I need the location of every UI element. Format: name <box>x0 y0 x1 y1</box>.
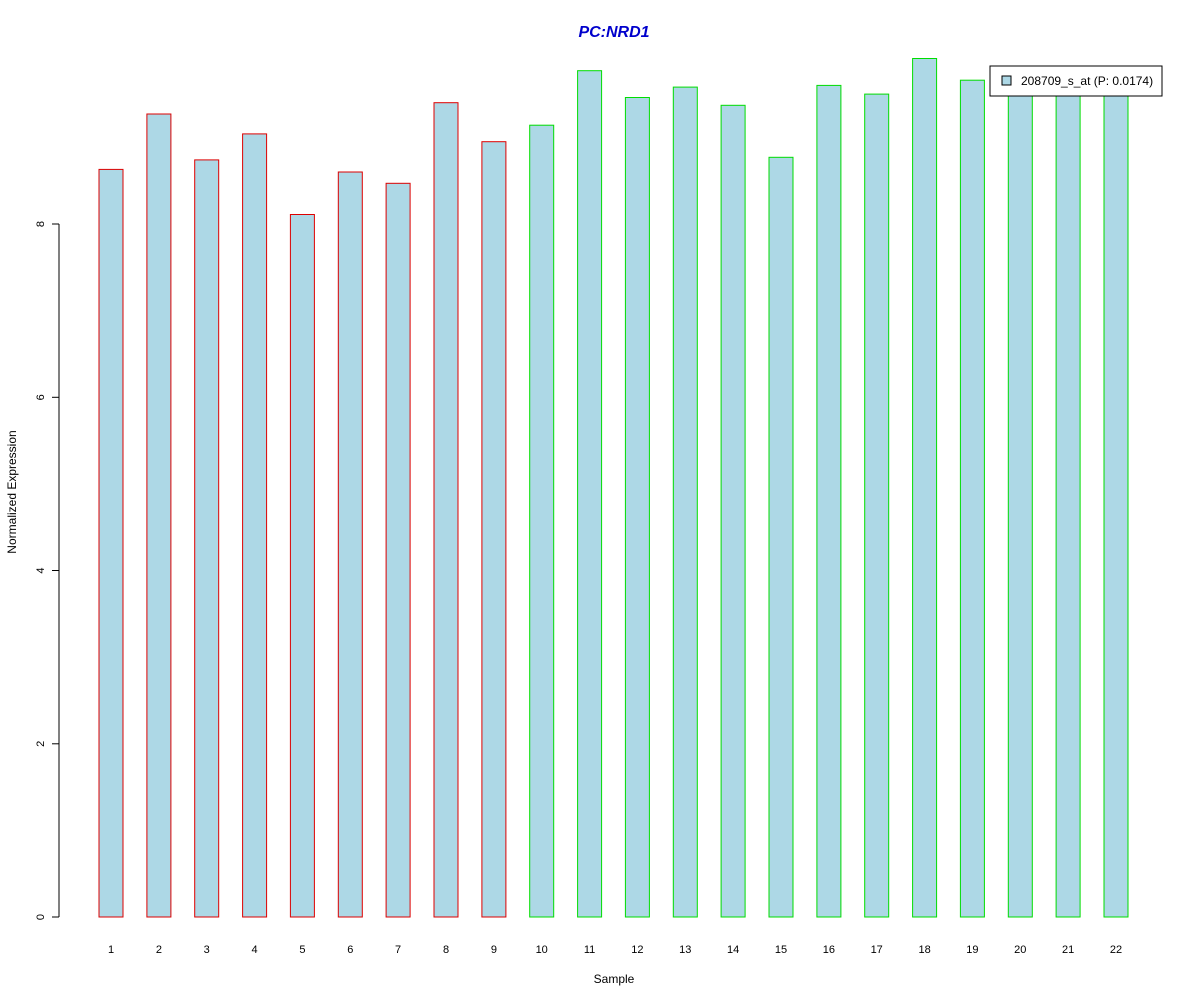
bar-sample-22 <box>1103 91 1129 918</box>
bar-sample-8 <box>433 102 459 918</box>
x-tick-label: 9 <box>491 944 497 956</box>
x-tick-label: 13 <box>679 944 691 956</box>
legend-box <box>989 65 1163 97</box>
x-tick-label: 22 <box>1110 944 1122 956</box>
legend-swatch <box>1001 75 1012 86</box>
x-tick-label: 21 <box>1062 944 1074 956</box>
x-tick-label: 5 <box>299 944 305 956</box>
y-tick-label: 6 <box>35 394 47 400</box>
x-tick-label: 20 <box>1014 944 1026 956</box>
bar-sample-19 <box>959 79 985 918</box>
y-tick-label: 8 <box>35 221 47 227</box>
x-tick-label: 16 <box>823 944 835 956</box>
x-tick-label: 6 <box>347 944 353 956</box>
bar-sample-21 <box>1055 95 1081 918</box>
legend: 208709_s_at (P: 0.0174) <box>989 65 1163 97</box>
bar-sample-9 <box>481 141 507 918</box>
bar-sample-10 <box>529 124 555 918</box>
x-tick-label: 8 <box>443 944 449 956</box>
bar-sample-2 <box>146 113 172 918</box>
bar-sample-4 <box>242 133 268 918</box>
x-tick-label: 2 <box>156 944 162 956</box>
x-axis-label: Sample <box>594 972 635 986</box>
x-tick-label: 1 <box>108 944 114 956</box>
x-tick-label: 19 <box>966 944 978 956</box>
x-tick-label: 17 <box>871 944 883 956</box>
x-tick-label: 3 <box>204 944 210 956</box>
x-tick-labels: 1 2 3 4 5 6 7 8 9 10 11 12 13 14 15 16 17 18 19 20 21 22 <box>108 944 1122 956</box>
y-axis-label: Normalized Expression <box>5 430 19 553</box>
bar-sample-11 <box>577 70 603 918</box>
x-tick-label: 11 <box>584 944 595 956</box>
bar-sample-1 <box>98 168 124 918</box>
y-tick-label: 0 <box>35 914 47 920</box>
x-tick-label: 12 <box>631 944 643 956</box>
x-tick-label: 15 <box>775 944 787 956</box>
bar-sample-7 <box>385 182 411 918</box>
y-axis: 0 2 4 6 8 <box>35 221 60 920</box>
x-tick-label: 10 <box>536 944 548 956</box>
y-tick-label: 4 <box>35 567 47 573</box>
bar-sample-18 <box>912 58 938 918</box>
bar-sample-16 <box>816 84 842 918</box>
bar-sample-14 <box>720 104 746 918</box>
bar-sample-12 <box>624 97 650 918</box>
x-tick-label: 18 <box>918 944 930 956</box>
bar-sample-3 <box>194 159 220 918</box>
y-tick-label: 2 <box>35 741 47 747</box>
bar-sample-15 <box>768 156 794 918</box>
x-tick-label: 4 <box>252 944 258 956</box>
bar-sample-13 <box>672 86 698 918</box>
bar-sample-6 <box>337 171 363 918</box>
x-tick-label: 7 <box>395 944 401 956</box>
legend-entry: 208709_s_at (P: 0.0174) <box>1021 74 1153 88</box>
bar-sample-17 <box>864 93 890 918</box>
bar-sample-20 <box>1007 90 1033 918</box>
bars-group <box>98 58 1129 918</box>
bar-sample-5 <box>289 214 315 918</box>
x-tick-label: 14 <box>727 944 739 956</box>
chart-title: PC:NRD1 <box>578 24 649 41</box>
